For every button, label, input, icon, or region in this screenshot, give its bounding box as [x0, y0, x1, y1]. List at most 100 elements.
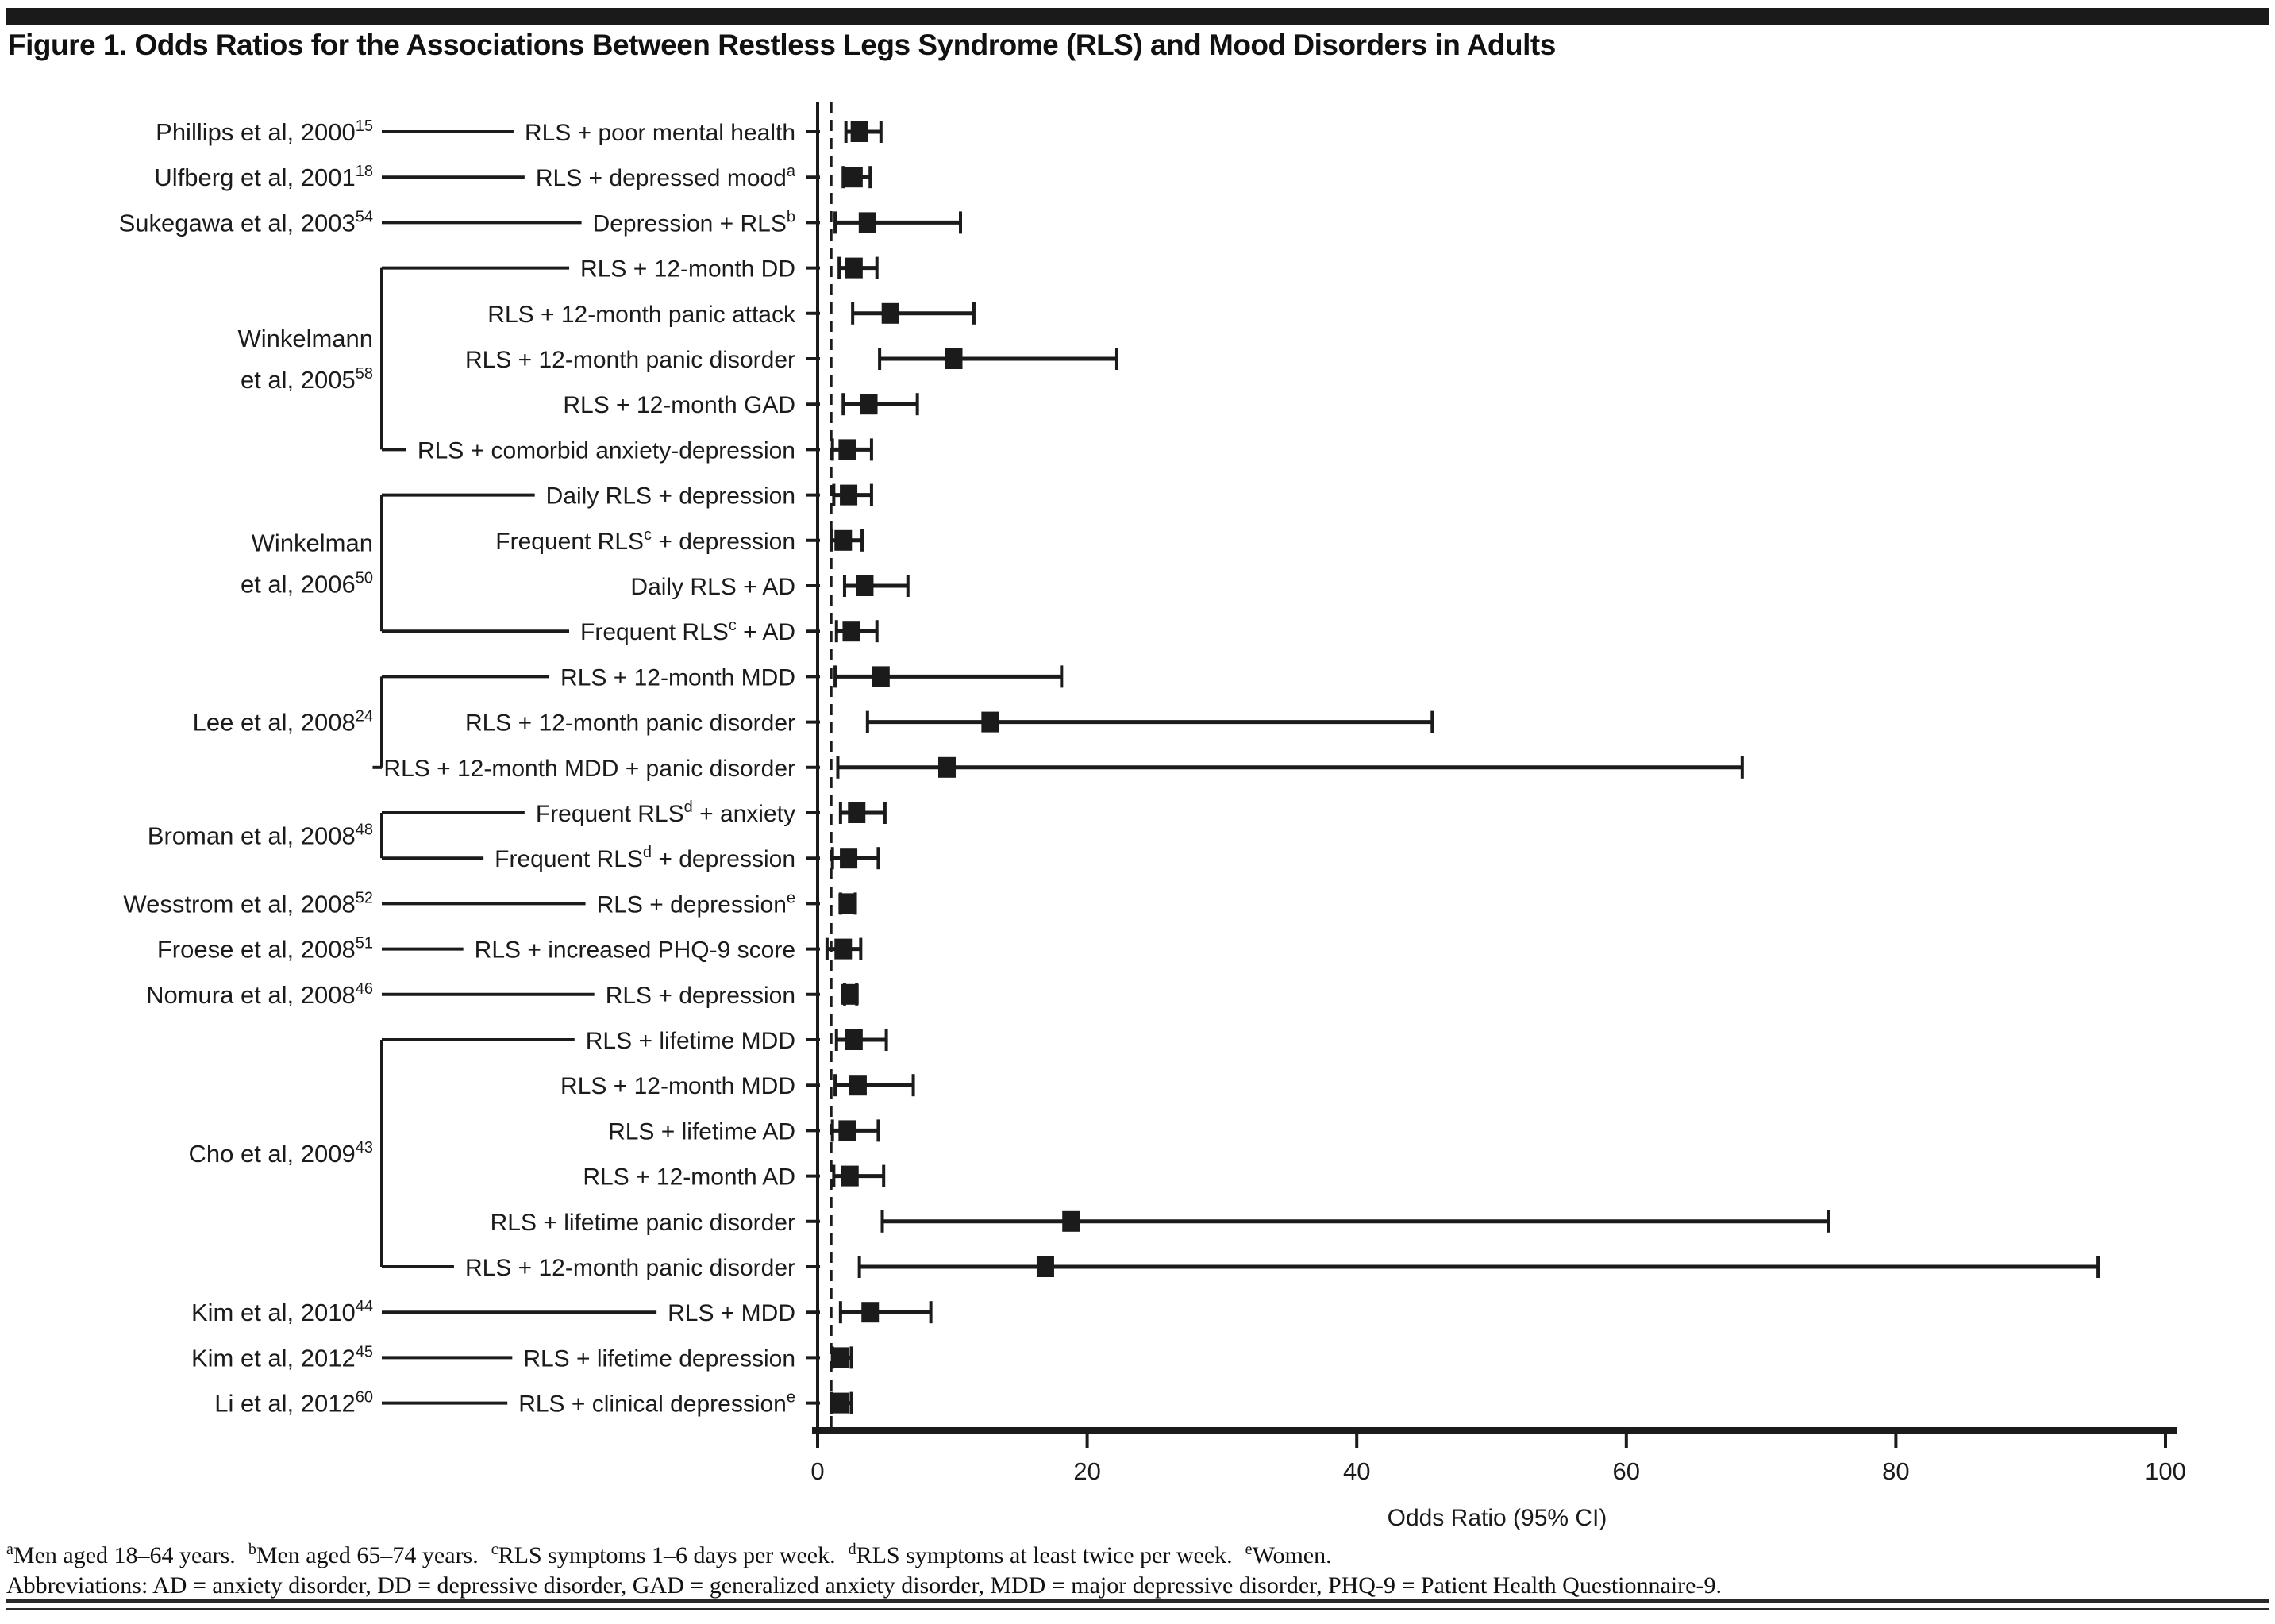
superscript: 50 [356, 569, 373, 587]
label-text: Winkelman [252, 529, 373, 556]
superscript: 44 [356, 1298, 373, 1315]
label-text: Kim et al, 2010 [191, 1299, 356, 1326]
label-text: RLS + depression [606, 983, 795, 1009]
x-tick-label: 80 [1882, 1457, 1909, 1485]
outcome-label: RLS + depressione [597, 889, 795, 918]
outcome-label: RLS + 12-month panic disorder [465, 710, 795, 737]
label-text: RLS + 12-month panic attack [487, 302, 796, 328]
superscript: 51 [356, 935, 373, 952]
outcome-label: RLS + increased PHQ-9 score [475, 937, 795, 964]
outcome-label: RLS + lifetime depression [523, 1345, 795, 1372]
footnote-text: Men aged 65–74 years. [256, 1542, 479, 1568]
superscript: d [684, 799, 693, 816]
study-label: Kim et al, 201044 [191, 1298, 373, 1326]
label-text: RLS + lifetime panic disorder [491, 1210, 795, 1236]
error-bar-marker [838, 439, 856, 460]
outcome-label: Frequent RLSc + depression [495, 526, 795, 555]
outcome-label: Daily RLS + AD [630, 574, 795, 600]
label-text: RLS + depression [597, 891, 787, 918]
error-bar-marker [860, 394, 878, 415]
study-label: Broman et al, 200848 [148, 822, 373, 850]
superscript: 18 [356, 163, 373, 180]
label-text: Li et al, 2012 [214, 1390, 356, 1418]
footnote-text: RLS symptoms at least twice per week. [856, 1542, 1233, 1568]
error-bar-marker [845, 257, 863, 279]
footnote-superscript: a [6, 1541, 13, 1558]
superscript: 54 [356, 208, 373, 225]
outcome-label: RLS + clinical depressione [518, 1389, 795, 1418]
outcome-label: RLS + 12-month panic disorder [465, 347, 795, 373]
footnote-superscript: e [1245, 1541, 1253, 1558]
label-text: Frequent RLS [495, 846, 643, 872]
superscript: 43 [356, 1139, 373, 1156]
x-tick-label: 40 [1343, 1457, 1370, 1485]
study-label: Kim et al, 201245 [191, 1343, 373, 1372]
label-text: Kim et al, 2012 [191, 1344, 356, 1372]
error-bar-marker [841, 1165, 859, 1187]
label-text: Froese et al, 2008 [157, 936, 356, 964]
error-bar-marker [861, 1302, 880, 1323]
error-bar-marker [945, 348, 963, 369]
label-text: + anxiety [693, 801, 795, 827]
outcome-label: RLS + lifetime panic disorder [491, 1210, 795, 1236]
footnote-text: Women. [1252, 1542, 1332, 1568]
study-label: et al, 200558 [241, 365, 373, 394]
label-text: + depression [652, 529, 795, 555]
x-tick-label: 60 [1613, 1457, 1640, 1485]
study-label: Ulfberg et al, 200118 [154, 163, 373, 191]
footnote-superscript: d [848, 1541, 856, 1558]
study-label: Froese et al, 200851 [157, 935, 373, 964]
outcome-label: Frequent RLSd + depression [495, 844, 795, 872]
outcome-label: RLS + depressed mooda [536, 163, 796, 191]
superscript: e [787, 889, 795, 906]
study-label: Li et al, 201260 [214, 1389, 373, 1418]
error-bar-marker [831, 1347, 849, 1368]
outcome-label: Frequent RLSc + AD [580, 617, 795, 645]
error-bar-marker [981, 711, 999, 733]
outcome-label: RLS + poor mental health [525, 120, 795, 146]
error-bar-marker [834, 938, 853, 960]
superscript: 24 [356, 708, 373, 725]
error-bar-marker [849, 1075, 867, 1096]
footnote-line2: Abbreviations: AD = anxiety disorder, DD… [6, 1572, 1722, 1599]
study-label: et al, 200650 [241, 569, 373, 598]
error-bar-marker [845, 167, 863, 188]
outcome-label: RLS + lifetime AD [608, 1118, 795, 1145]
label-text: Wesstrom et al, 2008 [123, 890, 355, 918]
outcome-label: RLS + 12-month MDD [560, 1073, 795, 1099]
x-tick-label: 100 [2145, 1457, 2186, 1485]
superscript: b [787, 208, 795, 225]
error-bar-marker [845, 1029, 863, 1050]
outcome-label: RLS + comorbid anxiety-depression [418, 437, 795, 464]
error-bar-marker [831, 1392, 849, 1414]
label-text: RLS + 12-month MDD [560, 664, 795, 691]
label-text: + depression [652, 846, 795, 872]
error-bar-marker [842, 621, 860, 642]
error-bar-marker [1036, 1256, 1054, 1277]
label-text: + AD [737, 619, 795, 645]
x-axis-title: Odds Ratio (95% CI) [1388, 1505, 1607, 1531]
error-bar-marker [856, 575, 874, 596]
superscript: 48 [356, 822, 373, 839]
label-text: RLS + lifetime AD [608, 1118, 795, 1145]
superscript: a [787, 163, 796, 180]
outcome-label: RLS + 12-month MDD [560, 664, 795, 691]
outcome-label: Depression + RLSb [593, 208, 795, 237]
bottom-rule [6, 1599, 2269, 1610]
error-bar-marker [881, 302, 899, 324]
label-text: Cho et al, 2009 [188, 1140, 355, 1168]
error-bar-marker [838, 1120, 856, 1141]
label-text: Lee et al, 2008 [193, 709, 356, 737]
footnote-superscript: c [491, 1541, 498, 1558]
figure-title: Figure 1. Odds Ratios for the Associatio… [8, 29, 1556, 61]
error-bar-marker [841, 983, 859, 1005]
label-text: Broman et al, 2008 [148, 822, 356, 850]
superscript: 46 [356, 980, 373, 998]
superscript: 58 [356, 365, 373, 383]
label-text: et al, 2006 [241, 570, 356, 598]
label-text: Winkelmann [237, 325, 373, 352]
outcome-label: RLS + 12-month AD [583, 1164, 795, 1191]
label-text: RLS + lifetime MDD [586, 1028, 795, 1054]
error-bar-marker [1062, 1210, 1080, 1232]
